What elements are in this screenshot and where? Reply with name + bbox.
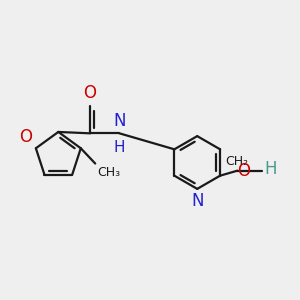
Text: N: N [191, 192, 203, 210]
Text: H: H [114, 140, 125, 155]
Text: O: O [83, 84, 96, 102]
Text: O: O [20, 128, 32, 146]
Text: CH₂: CH₂ [226, 155, 249, 169]
Text: H: H [264, 160, 277, 178]
Text: O: O [237, 162, 250, 180]
Text: CH₃: CH₃ [98, 166, 121, 179]
Text: N: N [113, 112, 126, 130]
